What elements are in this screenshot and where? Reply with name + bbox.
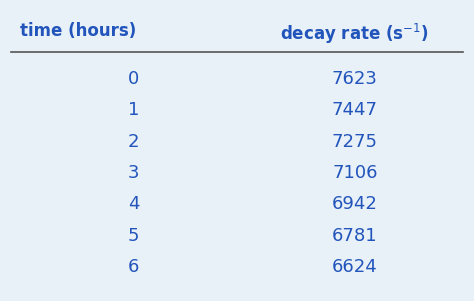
Text: 7623: 7623 (332, 70, 378, 88)
Text: 6942: 6942 (332, 195, 378, 213)
Text: 6624: 6624 (332, 258, 378, 276)
Text: 1: 1 (128, 101, 139, 119)
Text: 6: 6 (128, 258, 139, 276)
Text: 7275: 7275 (332, 133, 378, 150)
Text: 7447: 7447 (332, 101, 378, 119)
Text: decay rate (s$^{-1}$): decay rate (s$^{-1}$) (281, 22, 429, 46)
Text: 2: 2 (128, 133, 139, 150)
Text: 5: 5 (128, 227, 139, 244)
Text: 7106: 7106 (332, 164, 378, 182)
Text: 4: 4 (128, 195, 139, 213)
Text: 0: 0 (128, 70, 139, 88)
Text: 3: 3 (128, 164, 139, 182)
Text: time (hours): time (hours) (20, 22, 137, 40)
Text: 6781: 6781 (332, 227, 378, 244)
